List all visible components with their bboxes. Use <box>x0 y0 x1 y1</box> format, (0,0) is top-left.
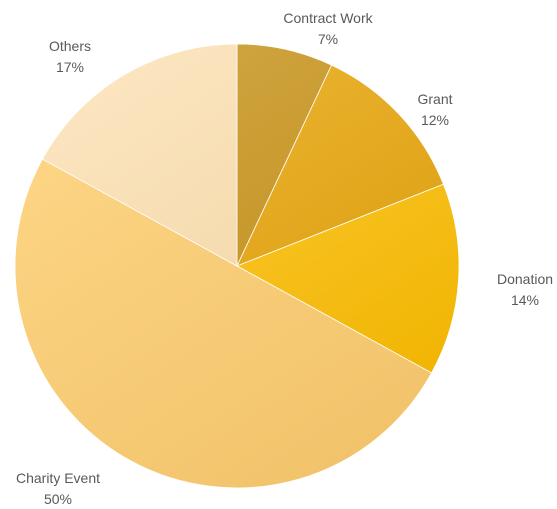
slice-label-contract-work: Contract Work <box>283 10 373 26</box>
pie-slice-donation <box>236 183 460 374</box>
slice-percent-contract-work: 7% <box>318 31 338 47</box>
slice-percent-others: 17% <box>56 59 84 75</box>
slice-label-grant: Grant <box>417 91 452 107</box>
pie-slice-charity-event <box>14 158 433 489</box>
pie-slice-grant <box>236 64 444 267</box>
pie-slices <box>14 43 460 489</box>
pie-labels: Contract Work 7% Grant 12% Donation 14% Charit… <box>16 10 553 507</box>
slice-percent-donation: 14% <box>511 292 539 308</box>
slice-percent-charity-event: 50% <box>44 491 72 507</box>
slice-percent-grant: 12% <box>421 112 449 128</box>
slice-label-others: Others <box>49 38 91 54</box>
slice-label-charity-event: Charity Event <box>16 470 100 486</box>
pie-slice-others <box>41 43 238 267</box>
slice-label-donation: Donation <box>497 271 553 287</box>
